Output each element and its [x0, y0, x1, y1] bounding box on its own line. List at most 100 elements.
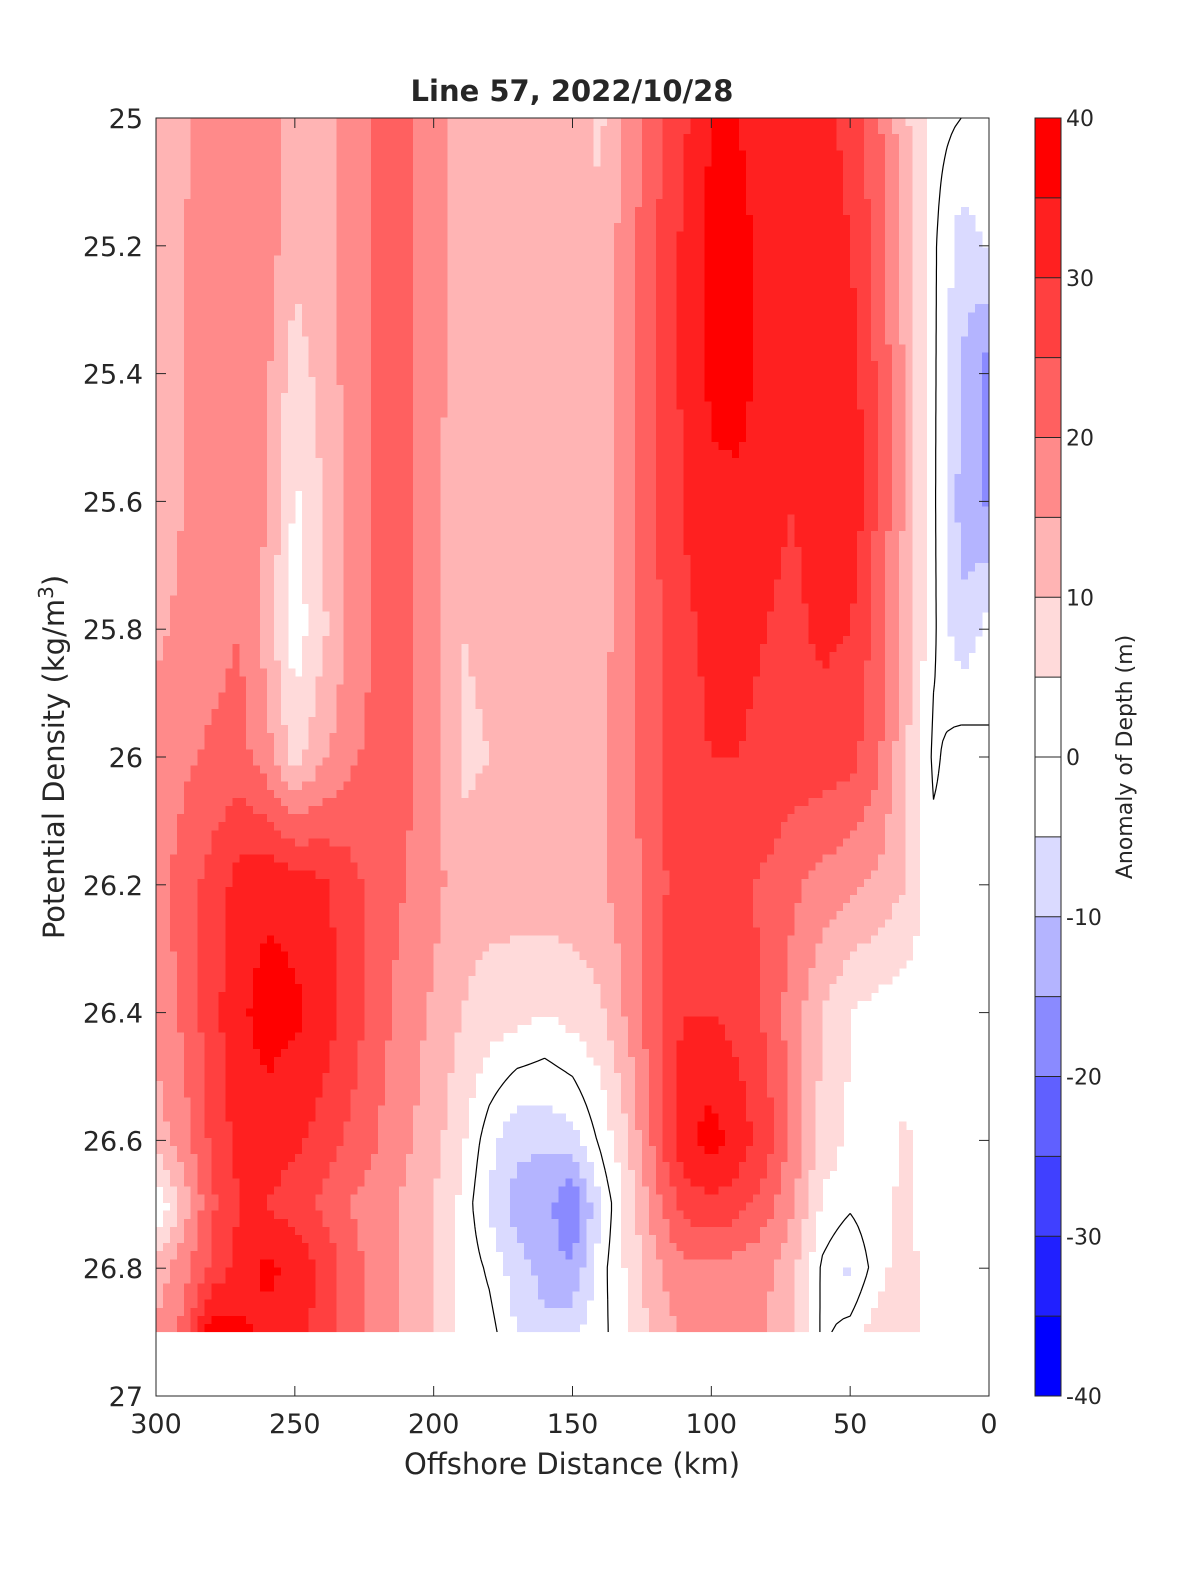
- contour-cell: [239, 352, 247, 362]
- contour-cell: [392, 118, 400, 127]
- contour-cell: [759, 279, 768, 289]
- contour-cell: [579, 207, 587, 216]
- contour-cell: [752, 158, 761, 168]
- contour-cell: [641, 320, 650, 330]
- contour-cell: [308, 433, 317, 443]
- contour-cell: [274, 336, 282, 346]
- contour-cell: [301, 207, 310, 216]
- contour-cell: [197, 377, 206, 386]
- contour-cell: [260, 174, 268, 184]
- contour-cell: [711, 126, 719, 135]
- contour-cell: [565, 271, 574, 281]
- contour-cell: [808, 223, 817, 232]
- contour-cell: [891, 207, 900, 216]
- contour-cell: [454, 425, 463, 435]
- contour-cell: [746, 207, 754, 216]
- contour-cell: [162, 336, 171, 346]
- contour-cell: [822, 142, 830, 151]
- contour-cell: [419, 247, 428, 257]
- contour-cell: [829, 255, 837, 265]
- contour-cell: [274, 409, 282, 419]
- contour-cell: [322, 425, 331, 435]
- contour-cell: [808, 231, 817, 241]
- contour-cell: [607, 385, 615, 394]
- contour-cell: [516, 296, 525, 305]
- contour-cell: [912, 207, 921, 216]
- contour-cell: [593, 401, 601, 410]
- contour-cell: [280, 385, 289, 394]
- contour-cell: [274, 344, 282, 354]
- contour-cell: [676, 126, 685, 135]
- contour-cell: [857, 360, 865, 370]
- contour-cell: [725, 271, 733, 281]
- contour-cell: [850, 158, 858, 168]
- contour-cell: [718, 158, 726, 168]
- contour-cell: [565, 118, 574, 127]
- contour-cell: [919, 150, 928, 160]
- contour-cell: [614, 263, 622, 273]
- contour-cell: [253, 320, 261, 330]
- contour-cell: [260, 352, 268, 362]
- contour-cell: [496, 271, 504, 281]
- contour-cell: [169, 368, 178, 378]
- contour-cell: [190, 377, 199, 386]
- contour-cell: [759, 409, 768, 419]
- contour-cell: [884, 207, 893, 216]
- contour-cell: [294, 150, 303, 160]
- contour-cell: [162, 215, 171, 224]
- contour-cell: [808, 304, 817, 313]
- contour-cell: [551, 215, 560, 224]
- contour-cell: [739, 320, 747, 330]
- contour-cell: [919, 247, 928, 257]
- contour-cell: [190, 449, 199, 459]
- contour-cell: [308, 207, 317, 216]
- contour-cell: [718, 320, 726, 330]
- contour-cell: [475, 142, 483, 151]
- contour-cell: [461, 441, 469, 451]
- contour-cell: [787, 296, 796, 305]
- contour-cell: [496, 247, 504, 257]
- contour-cell: [919, 166, 928, 176]
- contour-cell: [496, 336, 504, 346]
- contour-cell: [176, 198, 185, 208]
- contour-cell: [225, 304, 233, 313]
- contour-cell: [808, 368, 817, 378]
- contour-cell: [468, 457, 476, 467]
- contour-cell: [898, 328, 907, 338]
- contour-cell: [780, 239, 789, 249]
- contour-cell: [294, 207, 303, 216]
- contour-cell: [551, 287, 560, 297]
- contour-cell: [315, 377, 324, 386]
- contour-cell: [405, 263, 414, 273]
- contour-cell: [614, 118, 622, 127]
- contour-cell: [162, 158, 171, 168]
- contour-cell: [246, 158, 254, 168]
- contour-cell: [655, 190, 664, 200]
- contour-cell: [732, 344, 740, 354]
- contour-cell: [190, 198, 199, 208]
- contour-cell: [225, 344, 233, 354]
- contour-cell: [870, 409, 879, 419]
- contour-cell: [829, 247, 837, 257]
- contour-cell: [662, 198, 671, 208]
- contour-cell: [822, 449, 830, 459]
- contour-cell: [426, 466, 435, 475]
- contour-cell: [385, 255, 393, 265]
- contour-cell: [850, 271, 858, 281]
- contour-cell: [718, 409, 726, 419]
- contour-cell: [614, 377, 622, 386]
- contour-cell: [530, 231, 539, 241]
- contour-cell: [308, 134, 317, 143]
- contour-cell: [919, 441, 928, 451]
- contour-cell: [655, 409, 664, 419]
- contour-cell: [725, 296, 733, 305]
- contour-cell: [489, 417, 497, 427]
- contour-cell: [343, 118, 351, 127]
- contour-cell: [426, 150, 435, 160]
- contour-cell: [530, 134, 539, 143]
- contour-cell: [565, 215, 574, 224]
- contour-cell: [850, 336, 858, 346]
- contour-cell: [711, 158, 719, 168]
- contour-cell: [364, 118, 372, 127]
- contour-cell: [239, 126, 247, 135]
